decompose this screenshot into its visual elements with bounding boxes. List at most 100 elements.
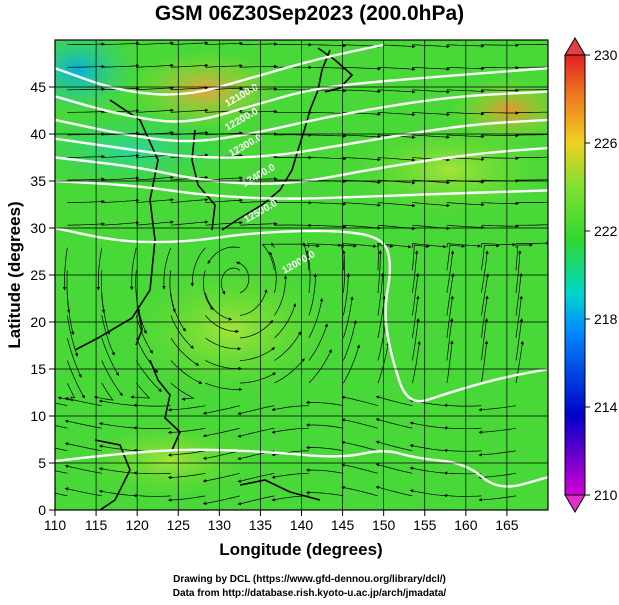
lime-patch-a: [120, 260, 340, 400]
streamline: [55, 402, 68, 407]
streamline: [66, 360, 85, 399]
colorbar-tick-label: 230: [594, 47, 618, 63]
streamline: [202, 405, 240, 415]
streamline: [136, 198, 174, 203]
streamline: [481, 242, 516, 248]
streamline: [202, 472, 240, 483]
streamline: [342, 243, 377, 248]
streamline: [307, 243, 342, 248]
streamline: [101, 198, 140, 203]
streamline: [481, 111, 520, 115]
streamline: [274, 358, 305, 384]
x-tick-label: 145: [331, 517, 355, 533]
streamline: [170, 292, 186, 332]
streamline: [305, 468, 344, 474]
streamline: [343, 202, 381, 207]
streamline: [305, 400, 344, 407]
lime-patch-c: [80, 420, 260, 500]
colorbar-top-triangle: [564, 37, 586, 56]
streamline: [64, 464, 102, 474]
streamline: [55, 447, 68, 452]
colorbar-tick-label: 226: [594, 135, 618, 151]
streamline: [375, 418, 413, 429]
streamline: [343, 224, 381, 230]
y-tick-label: 5: [38, 455, 46, 471]
streamline: [98, 422, 137, 429]
streamline: [446, 66, 485, 71]
coast-china: [74, 99, 159, 351]
streamline: [308, 297, 324, 339]
streamline: [377, 112, 416, 117]
streamline: [170, 41, 209, 46]
streamline: [481, 243, 500, 271]
streamline: [133, 493, 171, 498]
streamline: [308, 273, 318, 316]
streamline: [412, 179, 450, 185]
streamline: [205, 292, 233, 321]
grid: [55, 40, 548, 510]
streamline: [412, 340, 421, 384]
credit-dcl: Drawing by DCL (https://www.gfd-dennou.o…: [173, 574, 446, 585]
colorbar-ticks: 210 214 218 222 226 230: [585, 47, 618, 503]
streamline: [305, 445, 344, 452]
colorbar-tick-label: 218: [594, 311, 618, 327]
streamline: [377, 244, 394, 271]
streamline: [239, 222, 278, 226]
streamline: [133, 426, 171, 430]
x-tick-label: 135: [249, 517, 273, 533]
y-tick-label: 25: [30, 267, 46, 283]
streamline: [207, 246, 240, 264]
streamline: [375, 485, 413, 497]
streamline: [66, 270, 71, 314]
streamline: [515, 295, 523, 339]
x-tick-label: 165: [495, 517, 519, 533]
x-tick-label: 155: [413, 517, 437, 533]
streamline: [446, 243, 482, 248]
y-tick-label: 35: [30, 173, 46, 189]
streamline: [136, 41, 174, 46]
streamline: [481, 318, 489, 361]
streamline: [66, 337, 82, 378]
streamline: [64, 487, 102, 497]
streamline: [443, 471, 482, 475]
colorbar-tick-label: 214: [594, 399, 618, 415]
streamline: [412, 244, 430, 271]
streamline: [412, 295, 420, 339]
streamline: [341, 395, 378, 407]
streamline: [67, 64, 105, 69]
streamline: [98, 467, 137, 474]
streamline: [412, 318, 420, 361]
streamline: [239, 87, 278, 91]
streamline: [67, 109, 105, 114]
streamline: [202, 450, 240, 460]
streamline: [67, 154, 105, 159]
streamline: [239, 177, 278, 181]
colorbar-bottom-triangle: [564, 494, 586, 513]
streamline: [343, 66, 382, 71]
streamline: [481, 224, 520, 228]
streamline: [377, 250, 383, 293]
chart-title: GSM 06Z30Sep2023 (200.0hPa): [154, 2, 465, 25]
streamline: [205, 337, 242, 351]
streamline: [341, 463, 378, 474]
streamline: [308, 349, 332, 384]
y-tick-label: 30: [30, 220, 46, 236]
streamline: [170, 108, 209, 113]
streamline: [478, 450, 517, 457]
streamline: [167, 405, 206, 412]
streamline: [516, 224, 548, 226]
y-tick-label: 45: [30, 79, 46, 95]
streamline: [377, 318, 388, 361]
streamline: [67, 42, 105, 46]
streamline: [515, 272, 523, 316]
streamline: [239, 289, 268, 316]
streamline: [129, 247, 137, 291]
x-tick-label: 150: [372, 517, 396, 533]
streamline: [343, 320, 357, 361]
x-tick-label: 140: [290, 517, 314, 533]
streamline: [67, 87, 105, 91]
streamline: [101, 360, 123, 397]
streamline: [101, 337, 119, 377]
streamline: [167, 450, 206, 457]
